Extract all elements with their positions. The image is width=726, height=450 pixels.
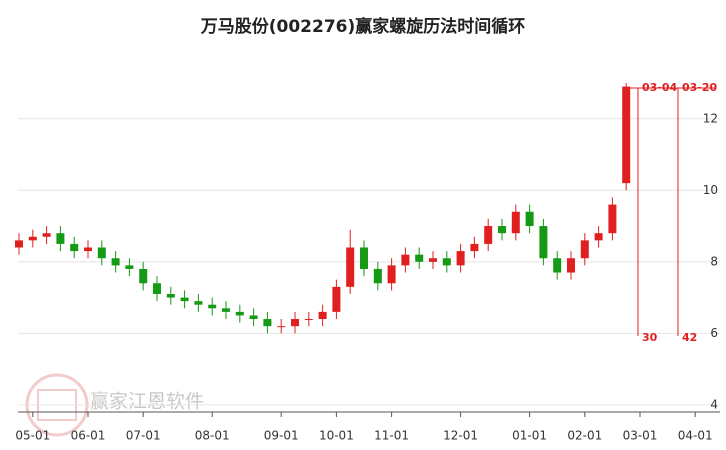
candle-body [194, 301, 203, 305]
candle-body [498, 226, 506, 234]
x-tick-label: 03-01 [623, 429, 658, 443]
watermark: 赢家江恩软件 [90, 391, 204, 413]
candle-body [97, 247, 106, 259]
candle-body [429, 258, 437, 262]
candle-body [249, 315, 258, 320]
candle-body [304, 319, 313, 321]
candle-body [180, 297, 189, 302]
candle-body [470, 243, 479, 252]
cycle-count: 30 [642, 331, 658, 344]
candle-body [166, 293, 175, 298]
candle-body [42, 233, 51, 237]
candle-body [28, 236, 37, 241]
candle-body [139, 268, 148, 284]
y-tick-label: 4 [710, 397, 718, 411]
candle-body [373, 268, 382, 284]
y-tick-label: 6 [710, 326, 718, 340]
candle-body [291, 319, 299, 327]
candle-body [484, 226, 493, 244]
y-tick-label: 10 [703, 183, 718, 197]
cycle-date: 03-20 [682, 81, 718, 94]
x-tick-label: 08-01 [195, 429, 230, 443]
x-tick-label: 06-01 [71, 429, 106, 443]
candle-body [580, 240, 589, 259]
cycle-date: 03-04 [642, 81, 678, 94]
candle-body [153, 283, 161, 294]
candle-body [525, 211, 534, 227]
cycle-count: 42 [682, 331, 697, 344]
x-tick-label: 10-01 [319, 429, 354, 443]
y-tick-label: 12 [703, 111, 718, 125]
candle-body [346, 247, 355, 287]
candle-body [387, 265, 396, 284]
x-tick-label: 09-01 [264, 429, 299, 443]
candle-body [360, 247, 368, 269]
candle-body [15, 240, 23, 248]
candle-body [318, 311, 327, 320]
candle-body [111, 258, 120, 266]
candle-body [401, 254, 410, 266]
candle-body [277, 326, 286, 328]
candle-body [511, 211, 520, 234]
x-tick-label: 05-01 [15, 429, 50, 443]
candle-body [539, 226, 548, 259]
x-tick-label: 02-01 [567, 429, 602, 443]
candle-body [332, 286, 341, 312]
candle-body [70, 243, 79, 252]
candle-body [622, 86, 631, 184]
candle-body [125, 265, 134, 269]
candle-body [608, 204, 617, 234]
x-tick-label: 11-01 [374, 429, 409, 443]
x-tick-label: 07-01 [126, 429, 161, 443]
y-tick-label: 8 [710, 254, 718, 268]
candle-body [235, 311, 244, 316]
chart-title: 万马股份(002276)赢家螺旋历法时间循环 [200, 16, 526, 37]
candle-body [456, 251, 465, 266]
candle-body [553, 258, 562, 273]
candle-body [567, 258, 575, 273]
candle-body [442, 258, 451, 266]
candle-body [84, 247, 92, 252]
candle-body [222, 308, 230, 312]
x-tick-label: 04-01 [678, 429, 713, 443]
candle-body [56, 233, 65, 244]
candle-body [208, 304, 217, 309]
candle-body [594, 233, 603, 241]
candle-body [263, 319, 272, 327]
candle-body [415, 254, 424, 262]
x-tick-label: 01-01 [512, 429, 547, 443]
x-tick-label: 12-01 [443, 429, 478, 443]
